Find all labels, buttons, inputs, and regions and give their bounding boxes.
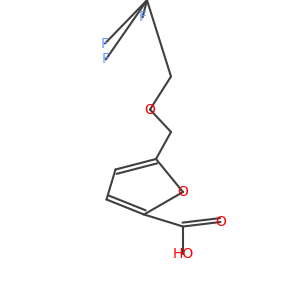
Text: F: F [102, 52, 110, 66]
Text: O: O [215, 215, 226, 229]
Text: HO: HO [172, 247, 194, 260]
Text: F: F [139, 11, 146, 24]
Text: F: F [101, 37, 109, 50]
Text: O: O [145, 103, 155, 116]
Text: O: O [178, 185, 188, 199]
